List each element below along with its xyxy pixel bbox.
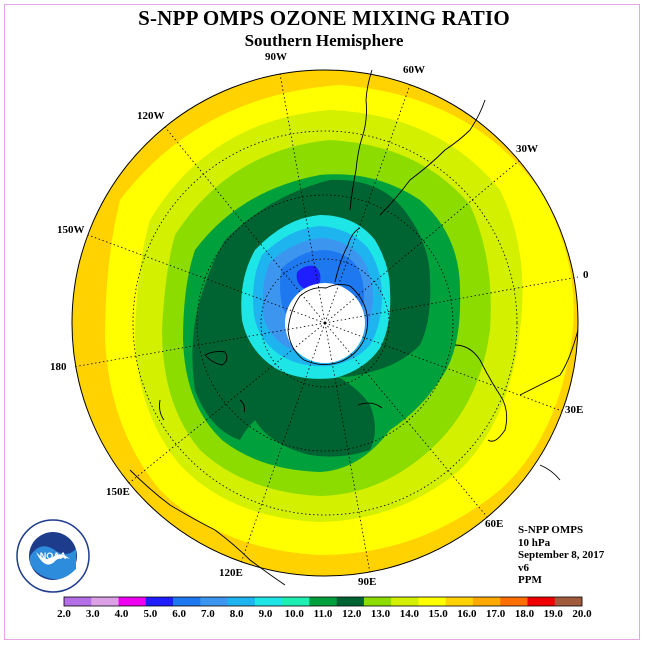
colorbar-tick-label: 16.0 — [457, 608, 477, 620]
colorbar-swatch — [64, 597, 92, 606]
lon-label-120e: 120E — [219, 567, 243, 579]
colorbar-swatch — [500, 597, 528, 606]
colorbar-tick-label: 18.0 — [515, 608, 535, 620]
info-units: PPM — [518, 574, 542, 586]
south-america-coast-west — [349, 69, 373, 211]
meridian-180 — [72, 322, 326, 368]
info-date: September 8, 2017 — [518, 549, 605, 561]
lon-label-90e: 90E — [358, 576, 376, 588]
lon-label-30w: 30W — [516, 143, 538, 155]
colorbar-tick-label: 19.0 — [544, 608, 564, 620]
colorbar-swatch — [309, 597, 337, 606]
info-level: 10 hPa — [518, 536, 551, 549]
figure-subtitle: Southern Hemisphere — [244, 31, 404, 50]
colorbar-swatch — [363, 597, 392, 606]
graticule — [72, 73, 579, 574]
colorbar-tick-label: 9.0 — [259, 608, 273, 620]
new-zealand-fragment — [204, 350, 228, 366]
colorbar-tick-label: 11.0 — [314, 608, 333, 620]
noaa-logo: NOAA — [16, 519, 90, 593]
colorbar-swatch — [445, 597, 474, 606]
island-1 — [239, 399, 245, 413]
logo-text: NOAA — [40, 551, 67, 561]
colorbar-swatch — [554, 597, 583, 606]
south-pole-dot — [323, 321, 327, 325]
info-panel: S-NPP OMPS 10 hPa September 8, 2017 v6 P… — [518, 524, 604, 587]
meridian-150e — [127, 322, 326, 485]
latitude-circle-2 — [196, 194, 454, 452]
lon-label-60w: 60W — [403, 64, 425, 76]
latitude-circle-1 — [260, 258, 390, 388]
africa-coast — [454, 344, 508, 442]
antarctic-peninsula — [334, 227, 361, 283]
africa-east-coast — [519, 329, 579, 396]
colorbar-swatch — [145, 597, 174, 606]
band-lt-5 — [296, 265, 321, 289]
colorbar-swatch — [91, 597, 119, 606]
colorbar-swatch — [200, 597, 228, 606]
band-11-12-lobe — [250, 374, 375, 457]
figure-title: S-NPP OMPS OZONE MIXING RATIO — [138, 6, 510, 30]
colorbar-swatch — [118, 597, 147, 606]
map-boundary — [71, 69, 579, 577]
info-instrument: S-NPP OMPS — [518, 524, 584, 536]
south-america-coast-east — [379, 99, 486, 216]
colorbar-tick-label: 8.0 — [230, 608, 244, 620]
colorbar-swatch — [391, 597, 419, 606]
lon-label-0: 0 — [583, 269, 589, 281]
colorbar-swatch — [173, 597, 201, 606]
colorbar-tick-label: 6.0 — [172, 608, 186, 620]
lon-label-120w: 120W — [137, 110, 165, 122]
kerguelen — [357, 402, 383, 409]
colorbar-swatch — [282, 597, 310, 606]
colorbar-swatch — [254, 597, 283, 606]
colorbar-tick-label: 12.0 — [342, 608, 362, 620]
colorbar-tick-label: 13.0 — [371, 608, 391, 620]
colorbar-tick-label: 5.0 — [143, 608, 157, 620]
lon-label-60e: 60E — [485, 518, 503, 530]
lon-label-90w: 90W — [265, 51, 287, 63]
colorbar-swatch — [527, 597, 556, 606]
lon-label-150e: 150E — [106, 486, 130, 498]
colorbar-tick-label: 7.0 — [201, 608, 215, 620]
colorbar-swatch — [227, 597, 256, 606]
colorbar-tick-label: 10.0 — [285, 608, 305, 620]
colorbar-tick-label: 17.0 — [486, 608, 506, 620]
colorbar-tick-label: 20.0 — [572, 608, 592, 620]
colorbar-tick-label: 2.0 — [57, 608, 71, 620]
colorbar-tick-label: 15.0 — [428, 608, 448, 620]
madagascar — [539, 464, 561, 481]
colorbar-tick-label: 14.0 — [400, 608, 420, 620]
colorbar-swatch — [336, 597, 365, 606]
antarctica-coast — [287, 283, 369, 365]
colorbar-frame — [63, 596, 583, 607]
info-version: v6 — [518, 561, 529, 574]
lon-label-150w: 150W — [57, 224, 85, 236]
latitude-circle-3 — [132, 130, 518, 516]
island-2 — [159, 399, 165, 421]
colorbar-swatch — [418, 597, 446, 606]
colorbar-tick-label: 3.0 — [86, 608, 100, 620]
logo-gull — [36, 552, 70, 565]
colorbar-swatch — [472, 597, 501, 606]
meridian-0 — [324, 276, 579, 324]
lon-label-180: 180 — [50, 361, 67, 373]
lon-label-30e: 30E — [565, 404, 583, 416]
colorbar-tick-label: 4.0 — [115, 608, 129, 620]
